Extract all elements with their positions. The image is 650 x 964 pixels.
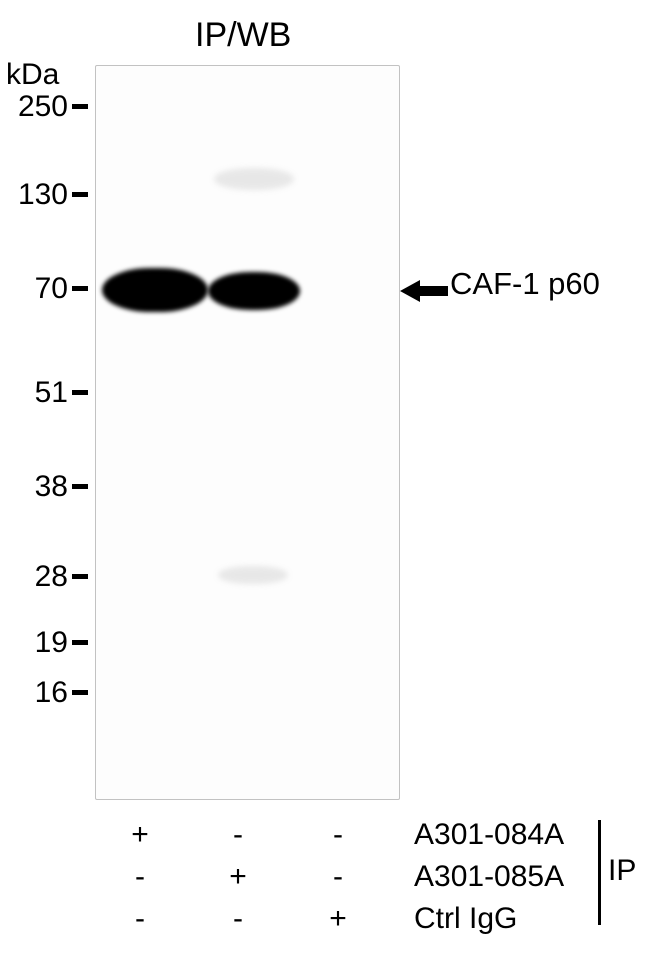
blot-band <box>218 566 288 584</box>
mw-marker: 130 <box>0 178 68 212</box>
ip-antibody-label: A301-084A <box>414 818 564 852</box>
ip-brace-line <box>598 820 601 925</box>
mw-tick <box>72 104 88 109</box>
mw-tick <box>72 484 88 489</box>
lane-pm-cell: - <box>125 860 155 894</box>
lane-pm-cell: - <box>223 818 253 852</box>
mw-marker: 28 <box>0 560 68 594</box>
figure-container: IP/WB kDa 250 130 70 51 38 28 19 16 CAF-1 p60 +… <box>0 0 650 964</box>
mw-tick <box>72 390 88 395</box>
band-arrow <box>400 278 448 304</box>
mw-tick <box>72 574 88 579</box>
mw-marker: 38 <box>0 470 68 504</box>
lane-pm-cell: - <box>323 818 353 852</box>
mw-tick <box>72 640 88 645</box>
mw-tick <box>72 192 88 197</box>
ip-antibody-label: A301-085A <box>414 860 564 894</box>
mw-marker: 250 <box>0 90 68 124</box>
ip-antibody-label: Ctrl IgG <box>414 902 517 936</box>
band-arrow-label: CAF-1 p60 <box>450 266 600 302</box>
mw-marker: 51 <box>0 376 68 410</box>
blot-band <box>214 168 294 190</box>
kda-label: kDa <box>6 58 59 92</box>
panel-title: IP/WB <box>195 16 291 55</box>
lane-pm-cell: + <box>223 860 253 894</box>
lane-pm-cell: + <box>323 902 353 936</box>
lane-pm-cell: - <box>223 902 253 936</box>
mw-marker: 19 <box>0 626 68 660</box>
mw-tick <box>72 690 88 695</box>
blot-band <box>208 272 300 310</box>
lane-pm-cell: - <box>323 860 353 894</box>
mw-tick <box>72 286 88 291</box>
lane-pm-cell: + <box>125 818 155 852</box>
blot-band <box>102 268 208 312</box>
ip-group-label: IP <box>608 854 636 888</box>
lane-pm-cell: - <box>125 902 155 936</box>
mw-marker: 70 <box>0 272 68 306</box>
mw-marker: 16 <box>0 676 68 710</box>
blot-frame <box>95 65 400 800</box>
